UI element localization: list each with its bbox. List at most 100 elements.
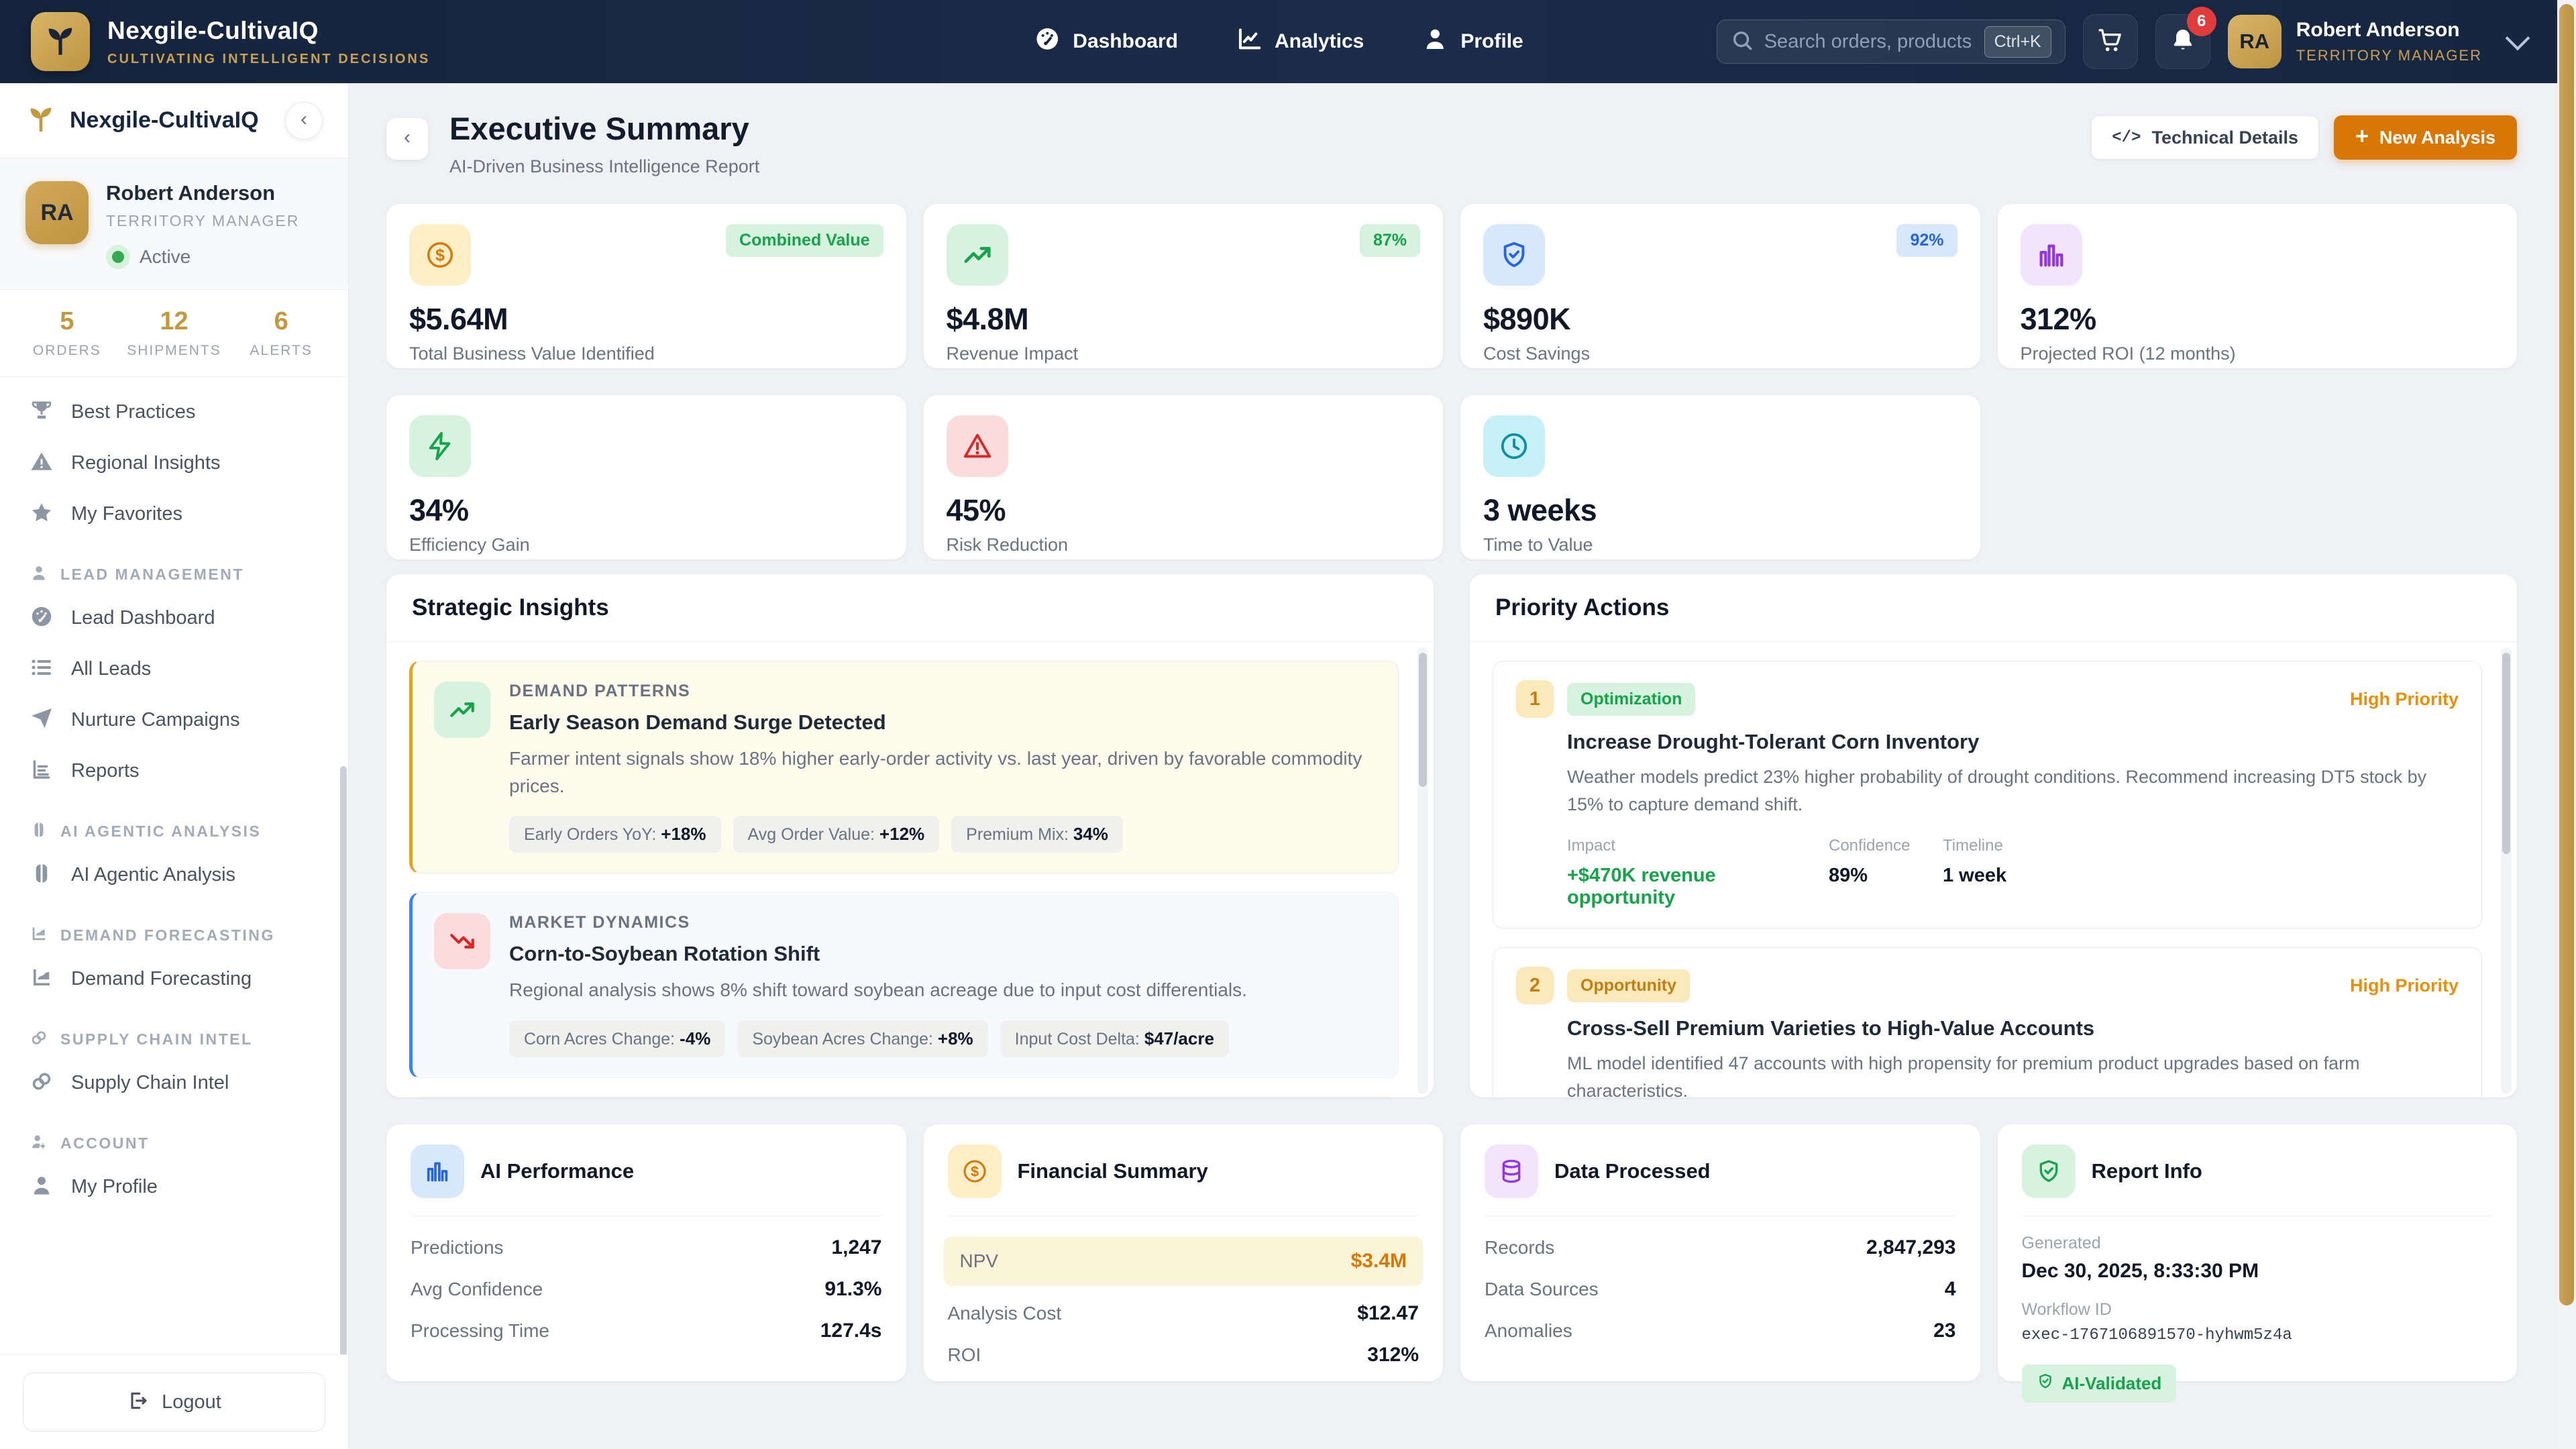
priority-action-2[interactable]: 2 Opportunity High Priority Cross-Sell P… xyxy=(1493,947,2482,1097)
metric-total-business-value: $ Combined Value $5.64M Total Business V… xyxy=(386,204,906,368)
user-menu[interactable]: RA Robert Anderson TERRITORY MANAGER xyxy=(2227,15,2530,68)
metric-projected-roi: 312% Projected ROI (12 months) xyxy=(1997,204,2517,368)
impact-value: +$470K revenue opportunity xyxy=(1567,865,1716,908)
global-search[interactable]: Ctrl+K xyxy=(1716,19,2065,64)
financial-summary-card: $ Financial Summary NPV $3.4M Analysis C… xyxy=(923,1124,1443,1381)
action-tag: Opportunity xyxy=(1567,969,1690,1002)
sidebar-menu: Best Practices Regional Insights My Favo… xyxy=(0,377,348,1354)
sidebar-scrollbar[interactable] xyxy=(340,766,347,1354)
sidebar-item-lead-dashboard[interactable]: Lead Dashboard xyxy=(16,592,332,643)
main-nav: Dashboard Analytics Profile xyxy=(1034,25,1523,58)
card-title: Data Processed xyxy=(1554,1159,1711,1183)
stat-row: Processing Time 127.4s xyxy=(411,1320,882,1342)
sidebar: Nexgile-CultivaIQ ‹ RA Robert Anderson T… xyxy=(0,83,349,1449)
stat-shipments: 12 SHIPMENTS xyxy=(121,307,228,359)
sidebar-item-demand-forecasting[interactable]: Demand Forecasting xyxy=(16,953,332,1004)
forecast-icon xyxy=(30,924,48,947)
section-ai-agentic-analysis: AI AGENTIC ANALYSIS xyxy=(16,820,332,843)
trending-down-icon xyxy=(434,913,490,970)
page-scrollbar[interactable] xyxy=(2557,0,2576,1449)
metric-value: 312% xyxy=(2020,302,2097,336)
svg-text:$: $ xyxy=(435,246,445,264)
action-tag: Optimization xyxy=(1567,682,1696,716)
workflow-id-label: Workflow ID xyxy=(2021,1300,2112,1319)
search-input[interactable] xyxy=(1764,30,1974,53)
brain-icon xyxy=(30,861,54,889)
brand-name: Nexgile-CultivaIQ xyxy=(107,16,319,44)
ai-validated-label: AI-Validated xyxy=(2061,1373,2162,1393)
new-analysis-button[interactable]: + New Analysis xyxy=(2334,115,2517,160)
back-button[interactable]: ‹ xyxy=(386,118,428,160)
list-icon xyxy=(30,655,54,683)
stat-shipments-label: SHIPMENTS xyxy=(127,343,221,358)
strategic-insights-panel: Strategic Insights DEMAND PATTERNS Early… xyxy=(386,574,1434,1097)
section-label: LEAD MANAGEMENT xyxy=(60,566,244,583)
sidebar-item-regional-insights[interactable]: Regional Insights xyxy=(16,437,332,488)
priority-actions-list[interactable]: 1 Optimization High Priority Increase Dr… xyxy=(1470,642,2517,1097)
metric-label: Risk Reduction xyxy=(946,535,1069,555)
stat-row: ROI 312% xyxy=(947,1344,1419,1366)
trending-up-icon xyxy=(946,224,1008,286)
generated-label: Generated xyxy=(2021,1234,2101,1252)
section-supply-chain-intel: SUPPLY CHAIN INTEL xyxy=(16,1028,332,1051)
notifications-button[interactable]: 6 xyxy=(2155,7,2216,69)
brand-tagline: CULTIVATING INTELLIGENT DECISIONS xyxy=(107,51,431,66)
insight-category: DEMAND PATTERNS xyxy=(509,682,691,700)
stat-row: Anomalies 23 xyxy=(1485,1320,1956,1342)
star-icon xyxy=(30,500,54,528)
strategic-insights-list[interactable]: DEMAND PATTERNS Early Season Demand Surg… xyxy=(386,642,1434,1097)
insight-card-demand-patterns[interactable]: DEMAND PATTERNS Early Season Demand Surg… xyxy=(409,661,1399,874)
sidebar-user-name: Robert Anderson xyxy=(106,181,276,205)
sidebar-item-my-profile[interactable]: My Profile xyxy=(16,1161,332,1212)
nav-analytics[interactable]: Analytics xyxy=(1236,25,1364,58)
action-title: Cross-Sell Premium Varieties to High-Val… xyxy=(1567,1016,2095,1040)
technical-details-button[interactable]: </> Technical Details xyxy=(2091,115,2320,160)
sidebar-item-supply-chain-intel[interactable]: Supply Chain Intel xyxy=(16,1057,332,1108)
sidebar-item-nurture-campaigns[interactable]: Nurture Campaigns xyxy=(16,694,332,745)
status-row: Active xyxy=(106,245,299,269)
status-dot-icon xyxy=(106,245,130,269)
panel-scrollbar[interactable] xyxy=(1417,647,1428,1094)
sprout-icon xyxy=(25,103,70,138)
shield-check-icon xyxy=(2021,1144,2076,1198)
logout-button[interactable]: Logout xyxy=(23,1373,325,1432)
sidebar-item-best-practices[interactable]: Best Practices xyxy=(16,386,332,437)
notification-count-badge: 6 xyxy=(2186,7,2216,36)
sidebar-collapse-button[interactable]: ‹ xyxy=(285,101,323,140)
sidebar-item-label: Demand Forecasting xyxy=(71,967,252,989)
sidebar-item-label: All Leads xyxy=(71,657,152,680)
action-title: Increase Drought-Tolerant Corn Inventory xyxy=(1567,730,1980,753)
sidebar-item-label: My Favorites xyxy=(71,502,182,525)
sidebar-item-reports[interactable]: Reports xyxy=(16,745,332,796)
page-scrollbar-thumb[interactable] xyxy=(2559,4,2574,1305)
sidebar-item-my-favorites[interactable]: My Favorites xyxy=(16,488,332,539)
sidebar-item-all-leads[interactable]: All Leads xyxy=(16,643,332,694)
nav-analytics-label: Analytics xyxy=(1274,30,1364,52)
sidebar-item-label: Reports xyxy=(71,759,140,782)
confidence-value: 89% xyxy=(1829,865,1868,886)
search-icon xyxy=(1731,29,1754,55)
nav-profile[interactable]: Profile xyxy=(1421,25,1523,58)
insight-desc: Farmer intent signals show 18% higher ea… xyxy=(509,748,1362,796)
stat-row: Analysis Cost $12.47 xyxy=(947,1302,1419,1324)
metric-label: Projected ROI (12 months) xyxy=(2020,343,2236,364)
stat-alerts-value: 6 xyxy=(274,307,288,335)
sidebar-item-ai-agentic-analysis[interactable]: AI Agentic Analysis xyxy=(16,849,332,900)
cart-icon xyxy=(2097,27,2124,57)
insight-card-market-dynamics[interactable]: MARKET DYNAMICS Corn-to-Soybean Rotation… xyxy=(409,892,1399,1078)
nav-dashboard[interactable]: Dashboard xyxy=(1034,25,1178,58)
shield-check-icon xyxy=(2037,1373,2054,1395)
priority-action-1[interactable]: 1 Optimization High Priority Increase Dr… xyxy=(1493,661,2482,928)
panels-row: Strategic Insights DEMAND PATTERNS Early… xyxy=(386,574,2517,1097)
stat-shipments-value: 12 xyxy=(160,307,189,335)
dollar-circle-icon: $ xyxy=(409,224,471,286)
metrics-row-2: 34% Efficiency Gain 45% Risk Reduction xyxy=(386,395,2517,559)
panel-scrollbar[interactable] xyxy=(2501,647,2512,1094)
clock-icon xyxy=(1483,415,1545,477)
svg-text:$: $ xyxy=(970,1163,978,1179)
line-chart-icon xyxy=(1236,25,1263,58)
gauge-icon xyxy=(30,604,54,632)
cart-button[interactable] xyxy=(2082,14,2138,69)
section-demand-forecasting: DEMAND FORECASTING xyxy=(16,924,332,947)
metric-label: Efficiency Gain xyxy=(409,535,530,555)
